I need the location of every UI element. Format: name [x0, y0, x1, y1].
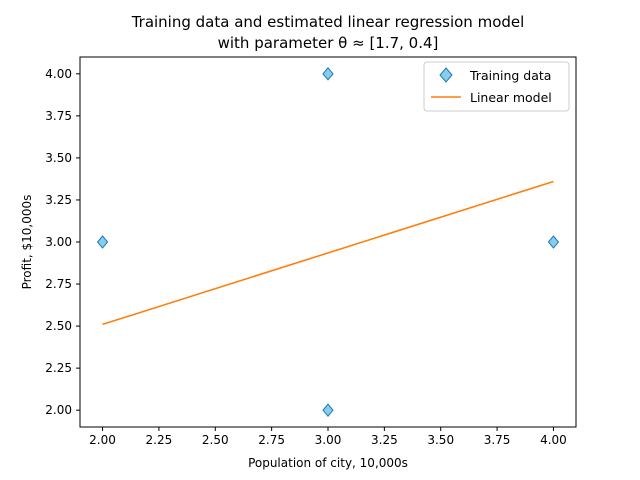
- x-tick-label: 2.50: [202, 433, 229, 447]
- y-tick-label: 3.50: [45, 151, 72, 165]
- legend-box: [423, 61, 570, 112]
- y-tick-label: 2.25: [45, 361, 72, 375]
- legend: Training data Linear model: [423, 61, 570, 112]
- y-tick-label: 2.75: [45, 277, 72, 291]
- x-tick-label: 2.00: [89, 433, 116, 447]
- x-tick-label: 3.25: [371, 433, 398, 447]
- x-tick-label: 3.00: [315, 433, 342, 447]
- y-tick-label: 3.25: [45, 193, 72, 207]
- x-tick-label: 3.50: [427, 433, 454, 447]
- training-data-point: [322, 67, 334, 81]
- x-tick-label: 2.25: [146, 433, 173, 447]
- linear-model-line: [102, 180, 554, 326]
- y-tick-label: 3.00: [45, 235, 72, 249]
- training-data-point: [547, 235, 560, 249]
- x-tick-label: 3.75: [484, 433, 511, 447]
- legend-label-training-data: Training data: [469, 68, 551, 83]
- training-data-point: [322, 403, 334, 417]
- training-data-point: [96, 235, 109, 249]
- chart-title-line1: Training data and estimated linear regre…: [131, 13, 525, 31]
- plot-area: 2.00 2.25 2.50 2.75 3.00 3.25 3.50 3.75 4.00 2.00…: [45, 56, 577, 447]
- y-axis-label: Profit, $10,000s: [20, 195, 34, 290]
- x-tick-label: 4.00: [540, 433, 567, 447]
- chart-title-line2: with parameter θ ≈ [1.7, 0.4]: [218, 34, 439, 52]
- x-axis-label: Population of city, 10,000s: [248, 456, 408, 470]
- x-tick-label: 2.75: [258, 433, 285, 447]
- y-tick-label: 4.00: [45, 67, 72, 81]
- y-tick-label: 2.00: [45, 403, 72, 417]
- legend-diamond-marker: [439, 67, 453, 83]
- y-tick-label: 2.50: [45, 319, 72, 333]
- legend-label-linear-model: Linear model: [470, 90, 552, 105]
- y-tick-label: 3.75: [45, 109, 72, 123]
